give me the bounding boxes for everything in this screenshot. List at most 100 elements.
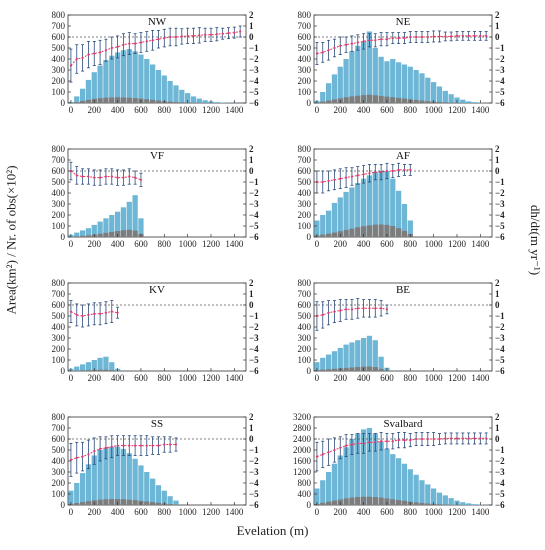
x-tick-label: 200 (334, 239, 348, 249)
y-tick-label: 200 (52, 344, 66, 354)
y2-tick-label: −5 (495, 221, 505, 231)
y-tick-label: 100 (298, 221, 312, 231)
x-tick-label: 400 (111, 105, 125, 115)
obs-bar (325, 501, 332, 505)
obs-bar (149, 502, 156, 505)
y2-tick-label: 0 (249, 434, 254, 444)
dhdt-point (368, 307, 371, 310)
y2-tick-label: 1 (495, 155, 500, 165)
obs-bar (120, 97, 127, 103)
panel-title: VF (150, 150, 164, 162)
dhdt-point (368, 172, 371, 175)
y-tick-label: 500 (52, 311, 66, 321)
y2-tick-label: −4 (495, 210, 505, 220)
dhdt-point (315, 52, 319, 55)
dhdt-point (169, 443, 172, 446)
y2-tick-label: −2 (495, 54, 505, 64)
dhdt-point (139, 41, 143, 44)
y2-tick-label: −2 (495, 188, 505, 198)
y-tick-label: 700 (52, 21, 66, 31)
y2-tick-label: −1 (495, 43, 505, 53)
dhdt-point (344, 444, 348, 447)
obs-bar (395, 500, 402, 505)
y-tick-label: 300 (298, 333, 312, 343)
y2-tick-label: 2 (495, 10, 500, 20)
area-bar (355, 433, 361, 505)
y2-tick-label: −4 (249, 76, 259, 86)
area-bar (120, 207, 127, 237)
dhdt-point (233, 31, 236, 34)
y2-tick-label: 1 (495, 21, 500, 31)
dhdt-point (415, 35, 418, 39)
y2-tick-label: −5 (495, 87, 505, 97)
y2-tick-label: −6 (495, 500, 505, 510)
y-tick-label: 100 (52, 87, 66, 97)
y2-tick-label: −1 (249, 311, 259, 321)
dhdt-point (157, 444, 160, 447)
area-bar (372, 340, 378, 371)
x-tick-label: 200 (88, 105, 102, 115)
y-tick-label: 600 (298, 166, 312, 176)
y-tick-label: 800 (52, 10, 66, 20)
area-bar (314, 220, 320, 237)
area-bar (161, 75, 167, 103)
x-tick-label: 1400 (225, 239, 244, 249)
area-bar (314, 488, 320, 505)
obs-bar (132, 98, 138, 103)
dhdt-point (93, 176, 96, 179)
area-bar (173, 85, 179, 103)
area-bar (149, 64, 156, 103)
obs-bar (401, 98, 408, 103)
y2-tick-label: −6 (249, 232, 259, 242)
dhdt-point (391, 440, 394, 443)
dhdt-point (174, 443, 178, 446)
x-tick-label: 600 (134, 239, 148, 249)
panel-af: 0100200300400500600700800−6−5−4−3−2−1012… (298, 144, 506, 249)
dhdt-point (344, 176, 348, 179)
dhdt-point (215, 33, 218, 36)
y-tick-label: 0 (61, 366, 66, 376)
dhdt-point (350, 42, 354, 45)
dhdt-point (362, 442, 365, 445)
obs-bar (320, 369, 326, 371)
area-bar (401, 463, 408, 505)
area-bar (325, 83, 332, 103)
area-bar (74, 483, 80, 505)
x-tick-label: 1400 (225, 373, 244, 383)
obs-bar (173, 102, 179, 103)
area-bar (372, 433, 378, 505)
plot-frame (67, 282, 247, 372)
y-tick-label: 100 (52, 489, 66, 499)
dhdt-point (163, 443, 166, 446)
y2-tick-label: −3 (249, 333, 259, 343)
area-bar (79, 364, 86, 371)
obs-bar (79, 101, 86, 103)
dhdt-point (98, 447, 102, 450)
y-tick-label: 800 (298, 478, 312, 488)
dhdt-point (339, 44, 342, 47)
dhdt-point (174, 35, 178, 39)
obs-bar (355, 497, 361, 505)
y-tick-label: 2800 (293, 423, 312, 433)
y2-tick-label: 0 (249, 32, 254, 42)
area-bar (97, 65, 103, 103)
dhdt-point (93, 52, 96, 55)
obs-bar (74, 236, 80, 237)
obs-bar (390, 97, 396, 103)
dhdt-point (467, 437, 470, 440)
x-tick-label: 1200 (448, 507, 467, 517)
dhdt-point (339, 177, 342, 180)
x-tick-label: 400 (111, 373, 125, 383)
y2-tick-label: 0 (249, 300, 254, 310)
area-bar (378, 56, 384, 103)
y-tick-label: 400 (298, 322, 312, 332)
area-bar (167, 81, 173, 103)
obs-bar (85, 370, 92, 371)
obs-bar (103, 97, 109, 103)
dhdt-point (350, 175, 354, 178)
dhdt-point (157, 38, 160, 41)
dhdt-point (438, 437, 441, 441)
y-tick-label: 2400 (293, 434, 312, 444)
dhdt-point (104, 446, 108, 449)
y-tick-label: 700 (298, 289, 312, 299)
